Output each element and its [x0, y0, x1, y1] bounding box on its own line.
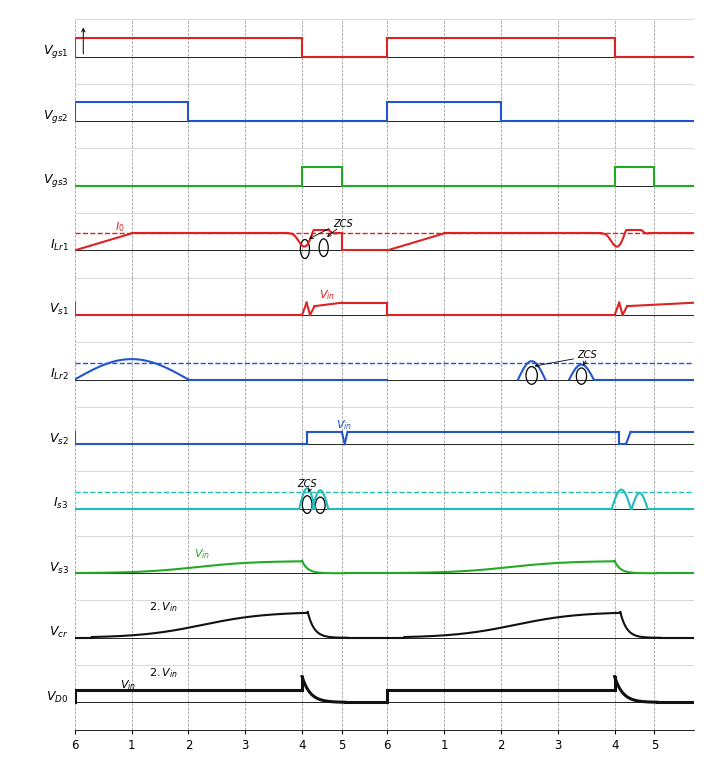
Y-axis label: $I_{Lr1}$: $I_{Lr1}$ [50, 238, 68, 253]
Text: ZCS: ZCS [577, 350, 597, 360]
Y-axis label: $V_{D0}$: $V_{D0}$ [46, 689, 68, 705]
Text: $2.V_{in}$: $2.V_{in}$ [149, 665, 177, 679]
Text: $V_{in}$: $V_{in}$ [194, 547, 210, 561]
Y-axis label: $V_{s3}$: $V_{s3}$ [48, 560, 68, 576]
Y-axis label: $V_{s2}$: $V_{s2}$ [49, 432, 68, 446]
Text: $V_{in}$: $V_{in}$ [319, 289, 335, 303]
Y-axis label: $V_{gs3}$: $V_{gs3}$ [43, 172, 68, 189]
Y-axis label: $I_{s3}$: $I_{s3}$ [53, 496, 68, 511]
Text: $I_0$: $I_0$ [115, 221, 124, 235]
Text: ZCS: ZCS [298, 479, 318, 489]
Y-axis label: $V_{gs2}$: $V_{gs2}$ [43, 107, 68, 124]
Y-axis label: $I_{Lr2}$: $I_{Lr2}$ [50, 367, 68, 382]
Text: $V_{in}$: $V_{in}$ [120, 678, 137, 692]
Text: ZCS: ZCS [333, 218, 353, 229]
Text: $V_{in}$: $V_{in}$ [336, 418, 352, 432]
Y-axis label: $V_{gs1}$: $V_{gs1}$ [43, 43, 68, 60]
Text: $2.V_{in}$: $2.V_{in}$ [149, 600, 177, 614]
Y-axis label: $V_{cr}$: $V_{cr}$ [49, 625, 68, 640]
Y-axis label: $V_{s1}$: $V_{s1}$ [48, 303, 68, 317]
